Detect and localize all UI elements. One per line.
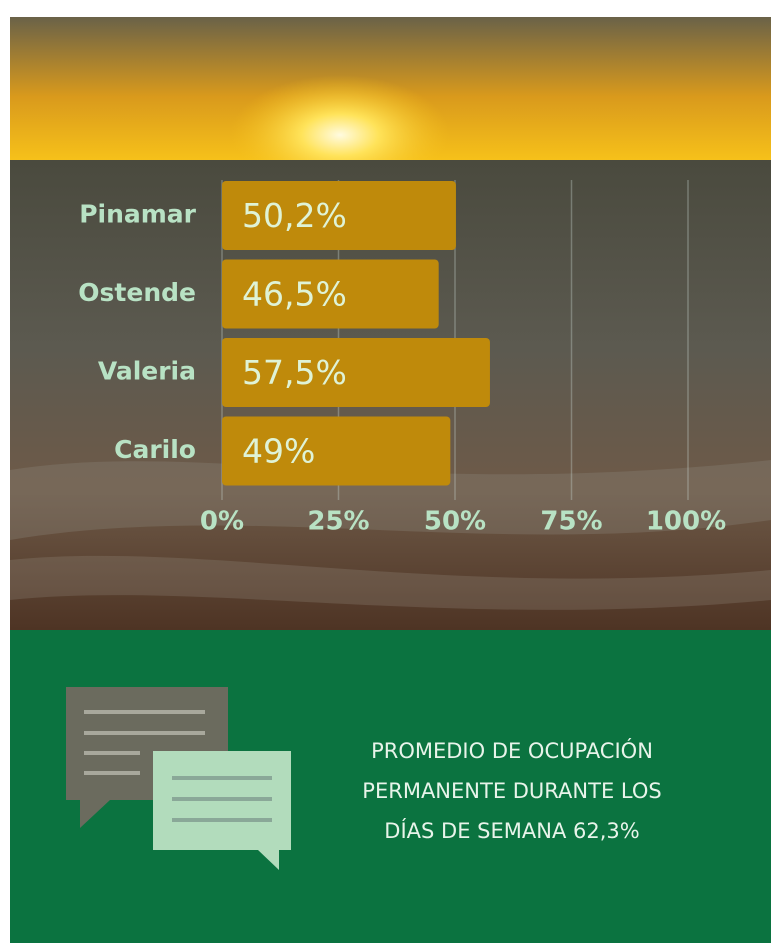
category-label: Pinamar (79, 200, 196, 229)
x-tick-label: 25% (307, 507, 369, 537)
value-label: 57,5% (242, 353, 347, 392)
x-tick-label: 50% (424, 507, 486, 537)
category-label: Valeria (98, 357, 196, 386)
footer-line: DÍAS DE SEMANA 62,3% (384, 818, 639, 843)
footer-text: PROMEDIO DE OCUPACIÓN PERMANENTE DURANTE … (362, 738, 661, 843)
category-label: Ostende (78, 278, 196, 307)
value-label: 50,2% (242, 196, 347, 235)
x-tick-label: 75% (540, 507, 602, 537)
footer-line: PERMANENTE DURANTE LOS (362, 779, 661, 803)
x-tick-label: 100% (646, 507, 726, 537)
infographic: PROMEDIO DE OCUPACIÓN PERMANENTE DURANTE … (0, 0, 777, 945)
category-label: Carilo (114, 435, 196, 464)
footer-line: PROMEDIO DE OCUPACIÓN (371, 738, 653, 763)
value-label: 49% (242, 432, 315, 471)
x-tick-label: 0% (200, 507, 244, 537)
value-label: 46,5% (242, 275, 347, 314)
